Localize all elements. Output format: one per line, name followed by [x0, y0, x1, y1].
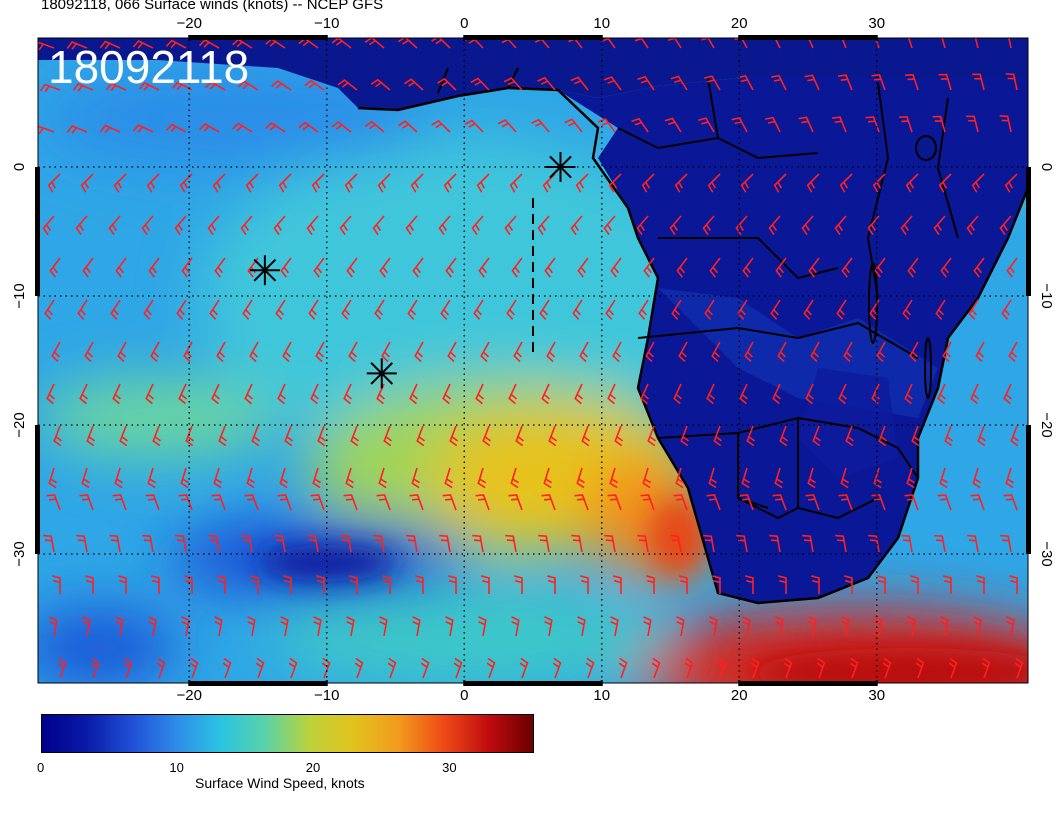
star-marker — [366, 358, 397, 389]
colorbar-tick-label: 20 — [305, 760, 321, 775]
lon-tick-label-top: 30 — [868, 15, 885, 32]
wind-speed-field — [38, 38, 1028, 683]
colorbar — [41, 714, 534, 753]
lat-tick-label-right: −30 — [1038, 541, 1055, 566]
lon-tick-label-top: −20 — [177, 15, 202, 32]
lon-tick-label-bottom: 0 — [460, 687, 468, 704]
lon-tick-label-bottom: −10 — [314, 687, 339, 704]
lat-tick-label-right: −20 — [1038, 412, 1055, 437]
lon-tick-label-top: 10 — [593, 15, 610, 32]
colorbar-tick-label: 10 — [169, 760, 184, 775]
lat-tick-label-right: 0 — [1038, 163, 1055, 171]
lon-tick-label-top: 20 — [731, 15, 748, 32]
lon-tick-label-bottom: 10 — [593, 687, 610, 704]
lon-tick-label-bottom: −20 — [177, 687, 202, 704]
chart-title: 18092118, 066 Surface winds (knots) -- N… — [41, 0, 384, 13]
lon-tick-label-bottom: 30 — [868, 687, 885, 704]
colorbar-tick-label: 0 — [37, 760, 45, 775]
lon-tick-label-top: −10 — [314, 15, 339, 32]
lat-tick-label-left: −20 — [11, 412, 28, 437]
star-marker — [545, 152, 576, 182]
colorbar-tick-label: 30 — [442, 760, 457, 775]
lat-tick-label-left: −10 — [11, 283, 28, 308]
lat-tick-label-left: 0 — [11, 163, 28, 171]
wind-map: 18092118 — [38, 38, 1028, 683]
lat-tick-label-left: −30 — [11, 541, 28, 566]
star-marker — [249, 255, 280, 286]
lon-tick-label-bottom: 20 — [731, 687, 748, 704]
lon-tick-label-top: 0 — [460, 15, 468, 32]
time-stamp: 18092118 — [48, 41, 250, 93]
lat-tick-label-right: −10 — [1038, 283, 1055, 308]
colorbar-label: Surface Wind Speed, knots — [195, 775, 365, 791]
